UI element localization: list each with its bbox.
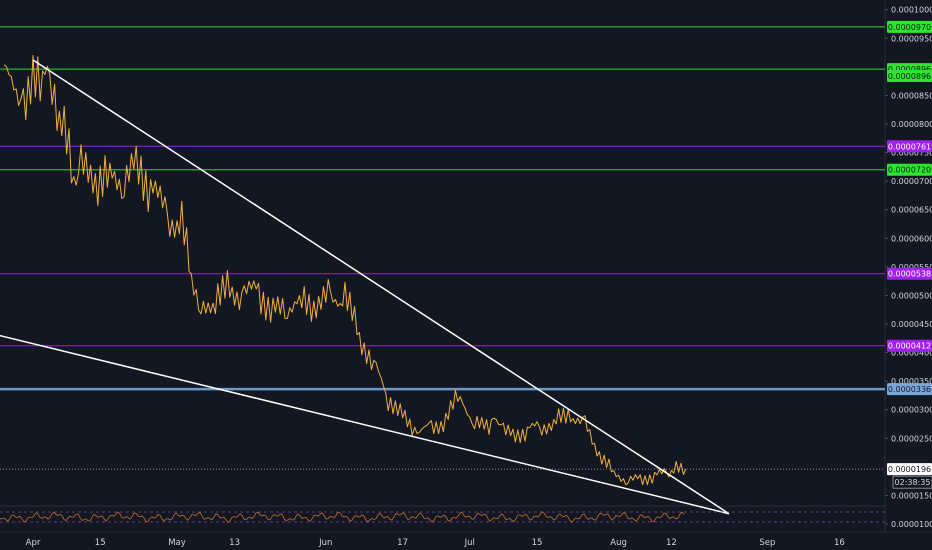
price-line (3, 55, 687, 486)
countdown-badge (892, 475, 932, 489)
level-badge-purple (887, 140, 932, 153)
upper-trendline[interactable] (32, 59, 730, 515)
y-tick-label: 0.0000500 (891, 291, 932, 300)
level-badge-blue (887, 383, 932, 396)
rsi-pane (0, 511, 885, 523)
level-badge-label: 0.0000196 (888, 465, 931, 474)
y-tick-label: 0.0000600 (891, 234, 932, 243)
x-tick-label: 15 (95, 538, 106, 548)
price-series (3, 55, 687, 486)
x-tick-label: Jul (464, 538, 475, 548)
price-axis-ticks: 0.00010000.00009500.00008500.00008000.00… (885, 6, 932, 529)
level-badge-label: 0.0000412 (888, 342, 931, 351)
x-tick-label: 12 (666, 538, 677, 548)
x-tick-label: 17 (397, 538, 408, 548)
y-tick-label: 0.0000700 (891, 177, 932, 186)
x-tick-label: Sep (759, 538, 775, 548)
lower-trendline[interactable] (0, 332, 730, 515)
y-tick-label: 0.0000750 (891, 149, 932, 158)
x-tick-label: May (168, 538, 186, 548)
y-tick-label: 0.0000300 (891, 406, 932, 415)
horizontal-levels (0, 26, 885, 470)
price-axis-labels: 0.0000970 0.0000896 0.0000761 0.0000720 0.00… (887, 20, 932, 489)
level-badge-green (887, 20, 932, 33)
x-tick-label: Apr (26, 538, 41, 548)
rsi-line (0, 511, 685, 523)
trendlines (0, 59, 730, 515)
y-tick-label: 0.0000450 (891, 320, 932, 329)
y-tick-label: 0.0000350 (891, 377, 932, 386)
level-badge-secondary (887, 70, 932, 82)
x-tick-label: Aug (610, 538, 627, 548)
y-tick-label: 0.0001000 (891, 6, 932, 15)
x-tick-label: 15 (532, 538, 543, 548)
level-badge-purple (887, 339, 932, 352)
y-tick-label: 0.0000950 (891, 34, 932, 43)
level-badge-label: 0.0000538 (888, 270, 931, 279)
level-badge-label: 0.0000896 (888, 65, 931, 74)
level-badge-label: 0.0000896 (888, 72, 931, 81)
y-tick-label: 0.0000150 (891, 491, 932, 500)
current-price-badge (887, 463, 932, 476)
date-axis-ticks: Apr 15 May 13 Jun 17 Jul 15 Aug 12 Sep 16 (26, 538, 845, 548)
y-tick-label: 0.0000650 (891, 206, 932, 215)
y-tick-label: 0.0000850 (891, 91, 932, 100)
x-tick-label: 16 (834, 538, 845, 548)
y-tick-label: 0.0000550 (891, 263, 932, 272)
y-tick-label: 0.0000800 (891, 120, 932, 129)
level-badge-label: 0.0000336 (888, 385, 931, 394)
level-badge-green (887, 163, 932, 176)
x-tick-label: 13 (229, 538, 240, 548)
y-tick-label: 0.0000100 (891, 520, 932, 529)
y-tick-label: 0.0000250 (891, 434, 932, 443)
countdown-label: 02:38:35 (895, 478, 931, 487)
level-badge-label: 0.0000761 (888, 142, 931, 151)
level-badge-label: 0.0000720 (888, 166, 931, 175)
level-badge-purple (887, 267, 932, 280)
x-tick-label: Jun (318, 538, 332, 548)
y-tick-label: 0.0000400 (891, 349, 932, 358)
level-badge-label: 0.0000970 (888, 23, 931, 32)
